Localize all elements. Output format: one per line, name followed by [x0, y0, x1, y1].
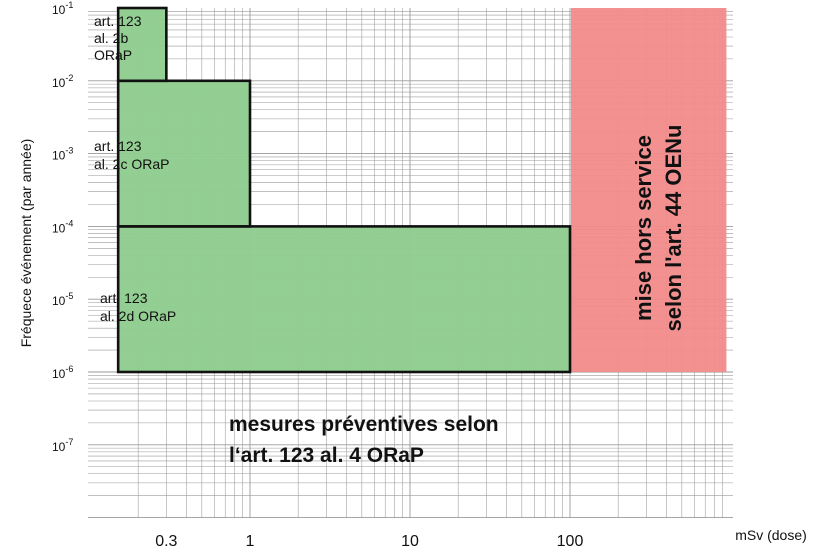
y-tick-label: 10-4 [52, 218, 73, 235]
y-axis-label: Fréquece événement (par année) [18, 139, 34, 348]
y-tick-label: 10-6 [52, 364, 73, 381]
region-art2d [118, 226, 571, 372]
y-tick-label: 10-1 [52, 0, 73, 17]
region-outline-art2d [116, 225, 572, 374]
region-art2c [118, 80, 251, 227]
region-label-art2d: art. 123 [100, 290, 148, 306]
annotation-mesures: l‘art. 123 al. 4 ORaP [229, 444, 424, 467]
y-tick-label: 10-2 [52, 73, 73, 90]
region-label-art2b: al. 2b [94, 30, 128, 46]
annotation-mesures: mesures préventives selon [229, 413, 499, 436]
axes: 0.3 1 10 100 10-1 10-2 10-3 10-4 10-5 10-6 10-7 [52, 0, 583, 550]
y-tick-label: 10-5 [52, 291, 73, 308]
region-label-art2c: al. 2c ORaP [94, 156, 169, 172]
region-label-art2b: art. 123 [94, 13, 142, 29]
shutdown-label: mise hors service selon l'art. 44 OENu [631, 125, 686, 332]
region-hors-service [571, 8, 727, 372]
region-label-art2c: art. 123 [94, 138, 142, 154]
x-tick-label: 10 [401, 533, 419, 550]
x-tick-label: 1 [246, 533, 255, 550]
shutdown-label-line: selon l'art. 44 OENu [661, 125, 686, 332]
x-axis-label: mSv (dose) [735, 527, 807, 543]
shutdown-label-line: mise hors service [631, 135, 656, 321]
region-label-art2d: al. 2d ORaP [100, 308, 176, 324]
regions [116, 6, 727, 374]
y-tick-label: 10-3 [52, 146, 73, 163]
region-art2b [118, 8, 167, 81]
x-tick-label: 100 [557, 533, 584, 550]
y-tick-label: 10-7 [52, 437, 73, 454]
x-tick-label: 0.3 [155, 533, 177, 550]
region-label-art2b: ORaP [94, 47, 132, 63]
